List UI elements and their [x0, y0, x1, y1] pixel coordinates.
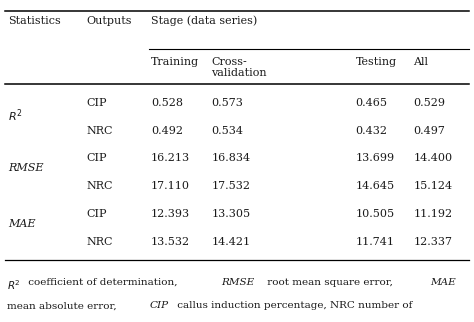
Text: NRC: NRC: [86, 181, 112, 191]
Text: Testing: Testing: [356, 57, 397, 67]
Text: 10.505: 10.505: [356, 209, 394, 219]
Text: Cross-
validation: Cross- validation: [211, 57, 267, 79]
Text: CIP: CIP: [86, 153, 107, 164]
Text: 0.573: 0.573: [211, 98, 243, 108]
Text: 0.529: 0.529: [413, 98, 446, 108]
Text: RMSE: RMSE: [221, 278, 255, 287]
Text: 13.532: 13.532: [151, 237, 190, 247]
Text: mean absolute error,: mean absolute error,: [7, 301, 120, 310]
Text: 16.213: 16.213: [151, 153, 190, 164]
Text: RMSE: RMSE: [9, 163, 44, 173]
Text: Statistics: Statistics: [9, 16, 61, 26]
Text: $R^2$: $R^2$: [7, 278, 21, 291]
Text: CIP: CIP: [86, 209, 107, 219]
Text: 14.645: 14.645: [356, 181, 394, 191]
Text: CIP: CIP: [86, 98, 107, 108]
Text: NRC: NRC: [86, 126, 112, 136]
Text: 0.492: 0.492: [151, 126, 183, 136]
Text: Outputs: Outputs: [86, 16, 131, 26]
Text: coefficient of determination,: coefficient of determination,: [25, 278, 180, 287]
Text: 0.465: 0.465: [356, 98, 387, 108]
Text: 14.421: 14.421: [211, 237, 251, 247]
Text: 0.497: 0.497: [413, 126, 446, 136]
Text: Training: Training: [151, 57, 199, 67]
Text: 14.400: 14.400: [413, 153, 453, 164]
Text: 15.124: 15.124: [413, 181, 453, 191]
Text: 12.337: 12.337: [413, 237, 453, 247]
Text: All: All: [413, 57, 428, 67]
Text: 11.741: 11.741: [356, 237, 394, 247]
Text: 17.110: 17.110: [151, 181, 190, 191]
Text: 17.532: 17.532: [211, 181, 250, 191]
Text: CIP: CIP: [150, 301, 169, 310]
Text: NRC: NRC: [86, 237, 112, 247]
Text: 16.834: 16.834: [211, 153, 251, 164]
Text: 0.528: 0.528: [151, 98, 183, 108]
Text: callus induction percentage, NRC number of: callus induction percentage, NRC number …: [174, 301, 412, 310]
Text: $R^2$: $R^2$: [9, 108, 23, 124]
Text: Stage (data series): Stage (data series): [151, 16, 257, 26]
Text: MAE: MAE: [430, 278, 456, 287]
Text: 11.192: 11.192: [413, 209, 453, 219]
Text: 13.305: 13.305: [211, 209, 251, 219]
Text: 0.432: 0.432: [356, 126, 387, 136]
Text: 0.534: 0.534: [211, 126, 244, 136]
Text: 13.699: 13.699: [356, 153, 394, 164]
Text: MAE: MAE: [9, 219, 36, 229]
Text: 12.393: 12.393: [151, 209, 190, 219]
Text: root mean square error,: root mean square error,: [264, 278, 396, 287]
